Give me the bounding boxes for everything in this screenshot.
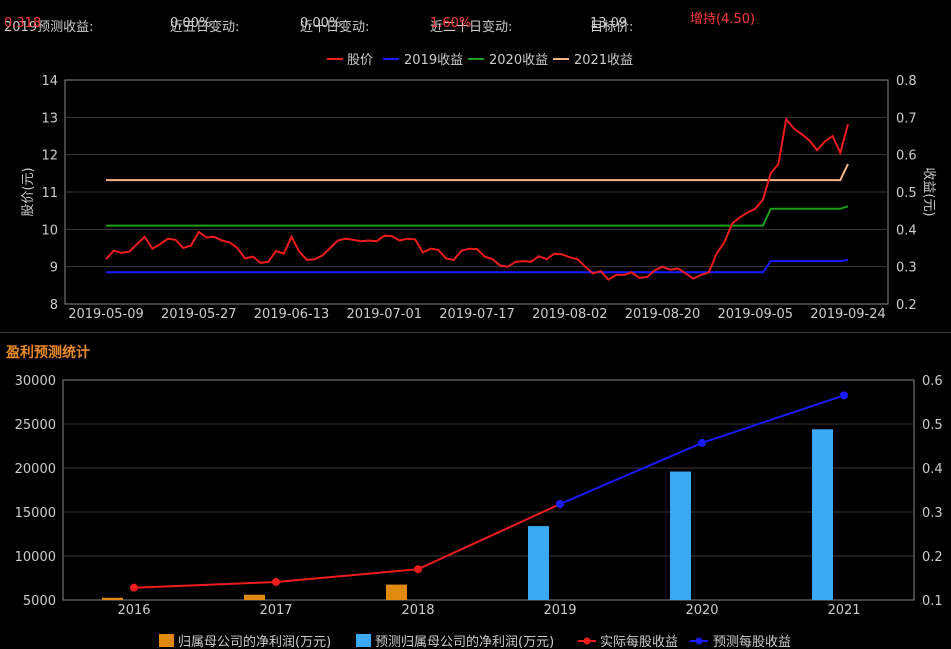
x-tick-label: 2018: [401, 603, 434, 618]
legend-label: 预测每股收益: [713, 634, 791, 649]
y2-tick-label: 0.3: [896, 261, 917, 276]
x-tick-label: 2017: [259, 603, 292, 618]
legend-marker: [583, 637, 591, 645]
y2-tick-label: 0.6: [896, 149, 917, 164]
y-tick-label: 14: [41, 74, 58, 89]
x-tick-label: 2019-09-24: [810, 307, 886, 322]
y-tick-label: 9: [50, 261, 58, 276]
bar-forecast_profit: [812, 429, 833, 600]
y2-tick-label: 0.8: [896, 74, 917, 89]
series-line-eps-2019: [106, 258, 849, 274]
point-actual_eps: [272, 577, 280, 586]
y-tick-label: 20000: [15, 462, 56, 477]
price-eps-chart: 8 9 10 11 12 13 14 0.2 0.3 0.4 0.5 0.6 0.7 0.8 2019-05…: [21, 53, 936, 322]
y2-tick-label: 0.3: [922, 506, 943, 521]
bar-forecast_profit: [528, 526, 549, 600]
series-line-forecast_eps: [559, 394, 845, 506]
legend-swatch: [356, 634, 371, 647]
section-title: 盈利预测统计: [6, 345, 90, 361]
bar-net_profit: [102, 597, 123, 600]
x-tick-label: 2019-09-05: [717, 307, 793, 322]
y-tick-label: 30000: [15, 374, 56, 389]
x-tick-label: 2019-07-17: [439, 307, 515, 322]
series-line-eps-2020: [106, 205, 849, 227]
x-tick-label: 2021: [827, 603, 860, 618]
legend-label: 实际每股收益: [600, 634, 678, 649]
x-tick-label: 2019-06-13: [254, 307, 330, 322]
y2-tick-label: 0.4: [896, 223, 917, 238]
bar-net_profit: [244, 594, 265, 600]
y2-tick-label: 0.5: [922, 418, 943, 433]
legend-label: 2021收益: [574, 53, 633, 68]
x-tick-label: 2020: [685, 603, 718, 618]
y-tick-label: 5000: [23, 594, 56, 609]
y2-tick-label: 0.2: [922, 550, 943, 565]
legend-label: 2020收益: [489, 53, 548, 68]
x-tick-label: 2016: [117, 603, 150, 618]
x-tick-label: 2019-05-09: [68, 307, 144, 322]
y-tick-label: 13: [41, 111, 58, 126]
y2-tick-label: 0.5: [896, 186, 917, 201]
x-tick-label: 2019-07-01: [346, 307, 422, 322]
legend-label: 股价: [347, 53, 373, 68]
bar-forecast_profit: [670, 471, 691, 600]
y2-tick-label: 0.6: [922, 374, 943, 389]
legend-marker: [695, 637, 703, 645]
x-tick-label: 2019-08-20: [625, 307, 701, 322]
y-axis-label: 股价(元): [21, 167, 36, 216]
y2-tick-label: 0.1: [922, 594, 943, 609]
legend-label: 归属母公司的净利润(万元): [178, 634, 331, 649]
y-tick-label: 8: [50, 298, 58, 313]
series-line-price: [105, 116, 849, 281]
x-tick-label: 2019: [543, 603, 576, 618]
series-line-eps-2021: [106, 163, 849, 182]
series-line-actual_eps: [133, 503, 561, 589]
y-tick-label: 10000: [15, 550, 56, 565]
y-tick-label: 25000: [15, 418, 56, 433]
bar-net_profit: [386, 584, 407, 600]
x-tick-label: 2019-05-27: [161, 307, 237, 322]
y-tick-label: 10: [41, 223, 58, 238]
x-tick-label: 2019-08-02: [532, 307, 608, 322]
point-actual_eps: [414, 565, 422, 574]
legend-label: 2019收益: [404, 53, 463, 68]
header-bar: 2019预测收益: 0.318 近五日变动: 0.00% 近十日变动: 0.00%…: [0, 0, 951, 35]
y2-tick-label: 0.7: [896, 111, 917, 126]
y-tick-label: 11: [41, 186, 58, 201]
section-divider: [0, 332, 951, 333]
point-forecast_eps: [556, 500, 564, 509]
y2-tick-label: 0.2: [896, 298, 917, 313]
legend-swatch: [159, 634, 174, 647]
rating-badge: 增持(4.50): [690, 12, 756, 27]
plot-frame: [62, 379, 915, 601]
point-forecast_eps: [698, 438, 706, 447]
y2-tick-label: 0.4: [922, 462, 943, 477]
y-tick-label: 15000: [15, 506, 56, 521]
legend-label: 预测归属母公司的净利润(万元): [375, 634, 554, 649]
y2-axis-label: 收益(元): [921, 167, 936, 216]
y-tick-label: 12: [41, 149, 58, 164]
point-actual_eps: [130, 583, 138, 592]
point-forecast_eps: [840, 391, 848, 400]
